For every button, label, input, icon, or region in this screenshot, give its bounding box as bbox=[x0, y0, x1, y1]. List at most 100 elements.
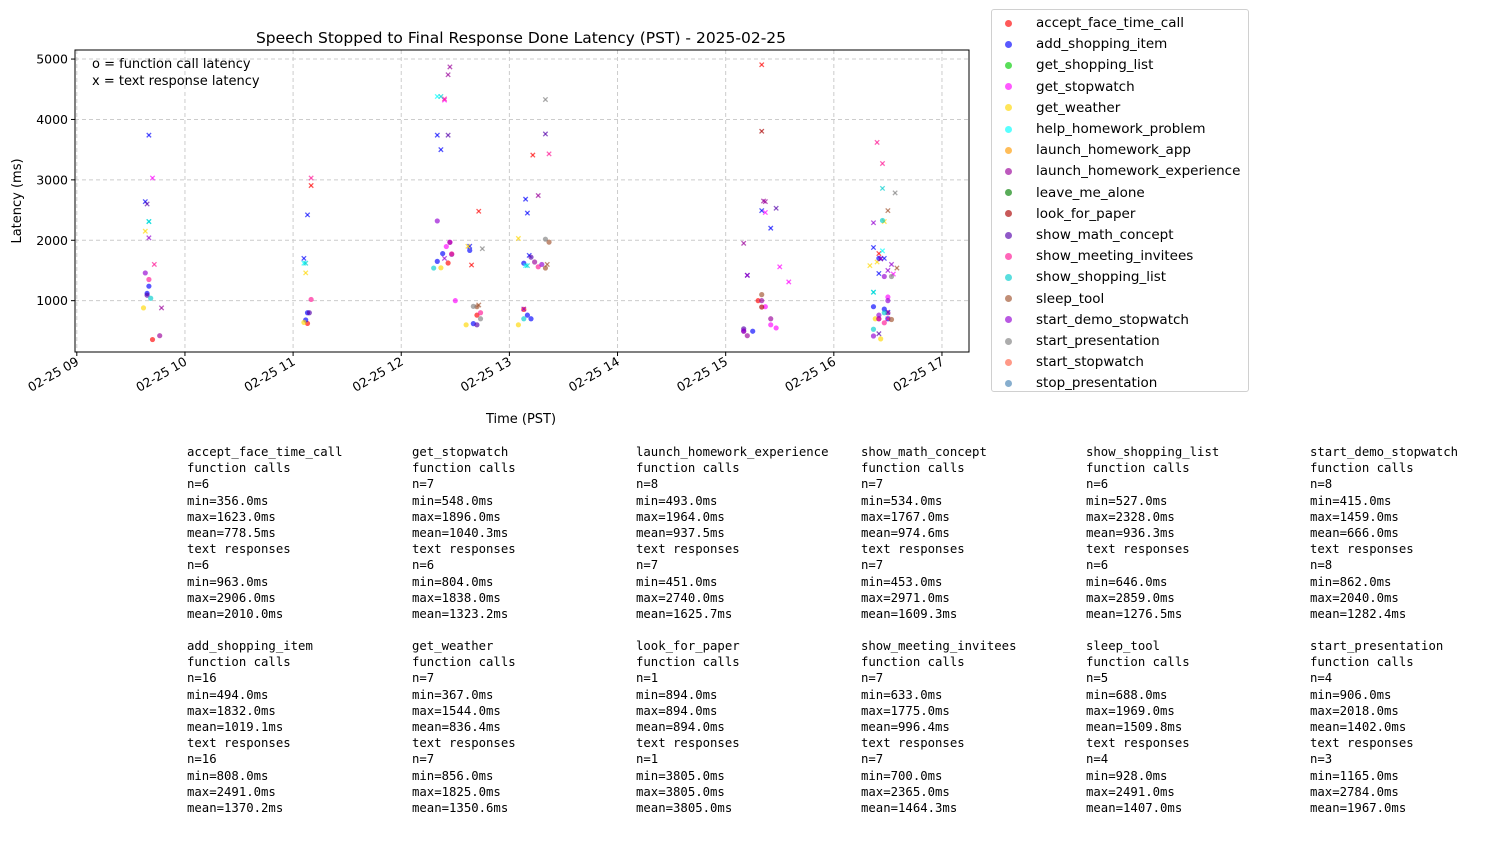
text-response-point bbox=[759, 128, 765, 134]
text-response-point bbox=[441, 255, 448, 262]
legend-marker bbox=[1005, 295, 1012, 303]
text-response-point bbox=[438, 93, 444, 100]
text-response-point bbox=[308, 182, 314, 189]
legend-label: help_homework_problem bbox=[1036, 121, 1206, 137]
legend-marker bbox=[1005, 104, 1012, 112]
function-call-point bbox=[146, 283, 152, 289]
function-call-point bbox=[438, 265, 444, 271]
text-response-point bbox=[303, 260, 309, 266]
x-tick-label: 02-25 09 bbox=[25, 354, 81, 395]
stats-block-sleep-tool: sleep_tool function calls n=5 min=688.0m… bbox=[1086, 639, 1190, 816]
text-response-point bbox=[878, 255, 884, 262]
legend-label: sleep_tool bbox=[1036, 290, 1105, 307]
legend-item-start-stopwatch: start_stopwatch bbox=[992, 352, 1144, 372]
function-call-point bbox=[539, 261, 545, 268]
legend-item-get-shopping-list: get_shopping_list bbox=[992, 55, 1153, 75]
stats-block-start-presentation: start_presentation function calls n=4 mi… bbox=[1310, 639, 1444, 816]
legend-item-leave-me-alone: leave_me_alone bbox=[992, 183, 1145, 203]
text-response-point bbox=[522, 262, 529, 269]
text-response-point bbox=[445, 132, 451, 138]
text-response-point bbox=[867, 262, 873, 269]
legend-label: leave_me_alone bbox=[1036, 184, 1145, 201]
function-call-point bbox=[532, 259, 538, 265]
chart-title: Speech Stopped to Final Response Done La… bbox=[256, 29, 786, 47]
legend-marker bbox=[1005, 273, 1012, 281]
x-tick-label: 02-25 14 bbox=[566, 354, 622, 395]
stats-block-show-math-concept: show_math_concept function calls n=7 min… bbox=[861, 445, 987, 622]
text-response-point bbox=[441, 96, 448, 102]
legend-item-sleep-tool: sleep_tool bbox=[992, 289, 1104, 309]
text-response-point bbox=[879, 248, 886, 254]
legend-marker bbox=[1005, 379, 1012, 387]
y-tick-label: 2000 bbox=[36, 233, 68, 248]
text-response-point bbox=[544, 261, 550, 268]
function-call-point bbox=[885, 298, 891, 304]
text-response-point bbox=[879, 160, 886, 167]
plot-area bbox=[74, 49, 970, 353]
legend-item-launch-homework-experience: launch_homework_experience bbox=[992, 161, 1240, 181]
text-response-point bbox=[542, 96, 549, 103]
text-response-point bbox=[468, 262, 475, 268]
function-call-point bbox=[463, 322, 469, 328]
legend-item-show-shopping-list: show_shopping_list bbox=[992, 267, 1166, 287]
text-response-point bbox=[759, 62, 765, 68]
function-call-point bbox=[542, 236, 549, 242]
legend-marker bbox=[1005, 146, 1012, 154]
text-response-point bbox=[542, 131, 549, 137]
function-call-point bbox=[443, 243, 449, 250]
function-call-point bbox=[149, 336, 156, 343]
legend-item-get-stopwatch: get_stopwatch bbox=[992, 77, 1135, 97]
function-call-point bbox=[474, 322, 480, 328]
text-response-point bbox=[885, 267, 891, 274]
legend-label: get_weather bbox=[1036, 99, 1121, 116]
function-call-point bbox=[157, 333, 163, 339]
text-response-point bbox=[524, 210, 531, 216]
function-call-point bbox=[528, 316, 534, 322]
text-response-point bbox=[146, 218, 152, 225]
function-call-point bbox=[878, 336, 884, 342]
text-response-point bbox=[762, 198, 768, 205]
function-call-point bbox=[881, 320, 887, 326]
legend-label: launch_homework_app bbox=[1036, 142, 1191, 159]
function-call-point bbox=[142, 270, 148, 276]
function-call-point bbox=[467, 247, 473, 254]
function-call-point bbox=[440, 250, 446, 257]
text-response-point bbox=[476, 302, 482, 308]
text-response-point bbox=[445, 72, 451, 78]
legend-item-show-meeting-invitees: show_meeting_invitees bbox=[992, 246, 1193, 266]
text-response-point bbox=[308, 175, 314, 181]
legend-marker bbox=[1005, 83, 1012, 91]
function-call-point bbox=[870, 304, 877, 310]
text-response-point bbox=[744, 272, 750, 278]
legend-item-stop-presentation: stop_presentation bbox=[992, 373, 1157, 393]
legend-label: add_shopping_item bbox=[1036, 36, 1168, 53]
text-response-point bbox=[870, 289, 877, 295]
x-tick-label: 02-25 17 bbox=[890, 354, 946, 395]
x-tick-label: 02-25 16 bbox=[782, 354, 838, 395]
legend-label: start_stopwatch bbox=[1036, 354, 1144, 371]
legend-label: get_stopwatch bbox=[1036, 78, 1135, 95]
function-call-point bbox=[308, 296, 314, 303]
function-call-point bbox=[759, 292, 765, 298]
legend-label: stop_presentation bbox=[1036, 375, 1158, 392]
function-call-point bbox=[144, 292, 150, 298]
text-response-point bbox=[521, 306, 527, 312]
function-call-point bbox=[755, 298, 761, 304]
stats-block-get-weather: get_weather function calls n=7 min=367.0… bbox=[412, 639, 516, 816]
function-call-point bbox=[885, 294, 891, 300]
text-response-point bbox=[530, 152, 536, 158]
function-call-point bbox=[524, 312, 531, 318]
y-tick-label: 3000 bbox=[36, 172, 68, 187]
legend-item-start-demo-stopwatch: start_demo_stopwatch bbox=[992, 310, 1189, 330]
y-tick-label: 4000 bbox=[36, 112, 68, 127]
legend-marker bbox=[1005, 231, 1012, 239]
text-response-point bbox=[476, 208, 482, 214]
function-call-point bbox=[881, 273, 887, 280]
stats-block-launch-homework-experience: launch_homework_experience function call… bbox=[636, 445, 829, 622]
legend-label: accept_face_time_call bbox=[1036, 15, 1184, 31]
text-response-point bbox=[888, 261, 895, 268]
text-response-point bbox=[467, 243, 473, 249]
function-call-point bbox=[885, 310, 891, 316]
text-response-point bbox=[892, 190, 898, 196]
